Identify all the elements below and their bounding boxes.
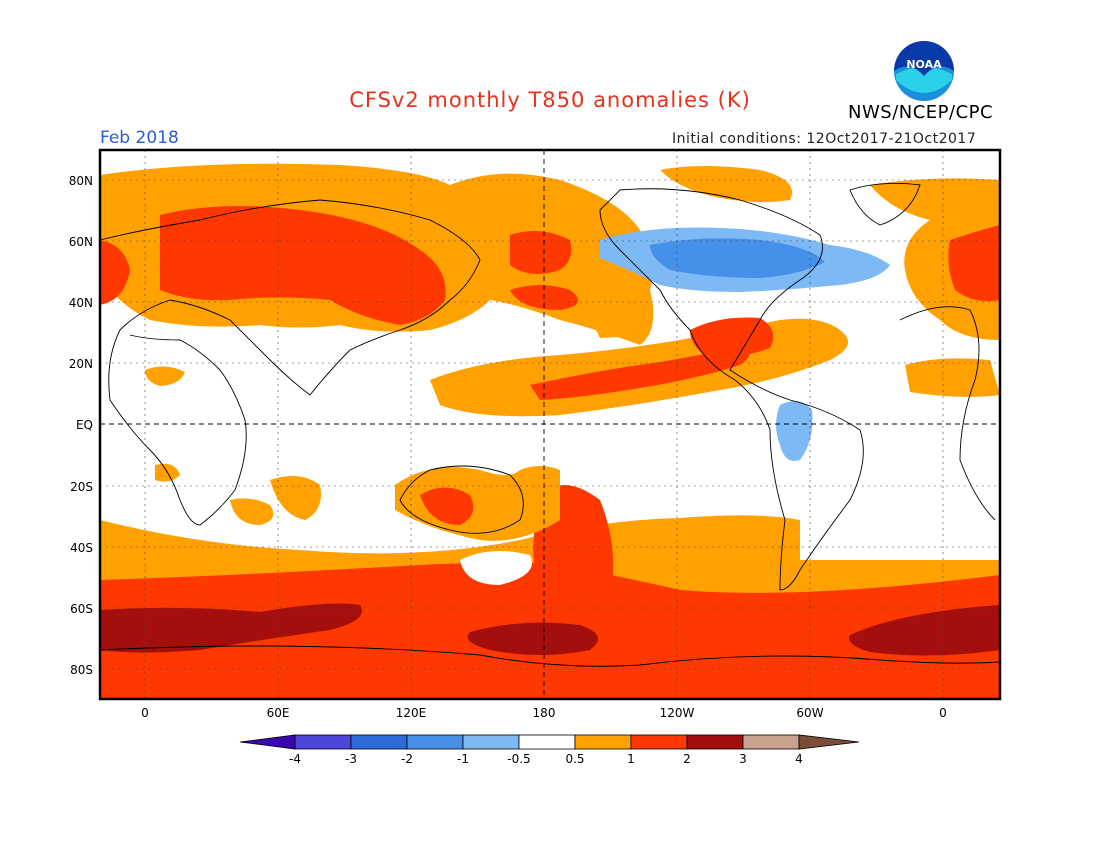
map-frame bbox=[98, 148, 1002, 701]
colorbar-segment bbox=[742, 734, 800, 750]
colorbar-segment bbox=[798, 734, 860, 750]
latitude-labels: 80N 60N 40N 20N EQ 20S 40S 60S 80S bbox=[69, 174, 93, 677]
colorbar-segment bbox=[294, 734, 352, 750]
colorbar-segment bbox=[518, 734, 576, 750]
colorbar-tick-label: 1 bbox=[627, 752, 635, 766]
colorbar-segment bbox=[406, 734, 464, 750]
colorbar-tick-label: -3 bbox=[345, 752, 357, 766]
lon-label: 120E bbox=[396, 706, 427, 720]
colorbar-segment bbox=[239, 734, 296, 750]
lat-label: 80S bbox=[70, 663, 93, 677]
noaa-logo: NOAA bbox=[893, 40, 955, 102]
colorbar-tick-label: 4 bbox=[795, 752, 803, 766]
colorbar-segment bbox=[686, 734, 744, 750]
lat-label: 60N bbox=[69, 235, 93, 249]
agency-label: NWS/NCEP/CPC bbox=[848, 102, 994, 123]
map-title: CFSv2 monthly T850 anomalies (K) bbox=[349, 88, 751, 112]
initial-conditions: Initial conditions: 12Oct2017-21Oct2017 bbox=[672, 131, 977, 147]
lon-label: 60W bbox=[796, 706, 823, 720]
colorbar-segment bbox=[350, 734, 408, 750]
colorbar-tick-label: 0.5 bbox=[565, 752, 584, 766]
forecast-month: Feb 2018 bbox=[100, 128, 179, 148]
lat-label: EQ bbox=[76, 418, 93, 432]
colorbar-tick-label: 2 bbox=[683, 752, 691, 766]
lat-label: 80N bbox=[69, 174, 93, 188]
colorbar-tick-label: 3 bbox=[739, 752, 747, 766]
noaa-logo-text: NOAA bbox=[906, 58, 942, 71]
lon-label: 120W bbox=[660, 706, 695, 720]
anomaly-field bbox=[100, 150, 1000, 699]
lon-label: 180 bbox=[533, 706, 556, 720]
lat-label: 60S bbox=[70, 602, 93, 616]
lat-label: 20N bbox=[69, 357, 93, 371]
lat-label: 40N bbox=[69, 296, 93, 310]
colorbar-segment bbox=[462, 734, 520, 750]
colorbar-segment bbox=[574, 734, 632, 750]
colorbar-tick-label: -4 bbox=[289, 752, 301, 766]
lon-label: 0 bbox=[939, 706, 947, 720]
longitude-labels: 0 60E 120E 180 120W 60W 0 bbox=[141, 706, 947, 720]
lon-label: 60E bbox=[267, 706, 290, 720]
colorbar-tick-label: -1 bbox=[457, 752, 469, 766]
lat-label: 40S bbox=[70, 541, 93, 555]
lat-label: 20S bbox=[70, 480, 93, 494]
colorbar-tick-label: -2 bbox=[401, 752, 413, 766]
lon-label: 0 bbox=[141, 706, 149, 720]
colorbar-tick-label: -0.5 bbox=[507, 752, 530, 766]
colorbar-segment bbox=[630, 734, 688, 750]
colorbar: -4 -3 -2 -1 -0.5 0.5 1 2 3 4 bbox=[239, 734, 860, 766]
